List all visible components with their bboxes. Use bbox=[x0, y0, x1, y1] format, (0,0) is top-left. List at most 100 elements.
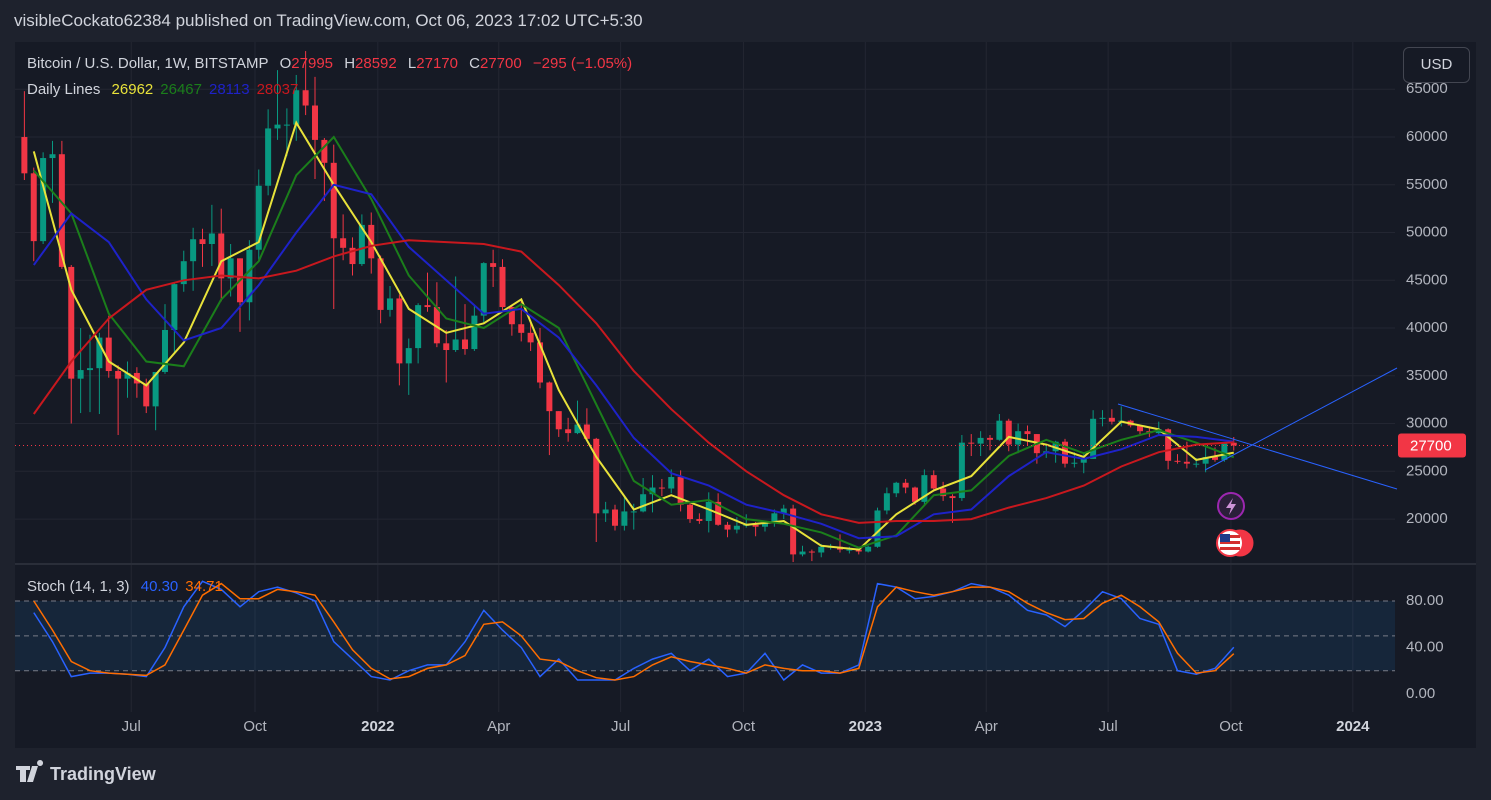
candle-body bbox=[508, 307, 515, 325]
candle-body bbox=[930, 475, 937, 489]
y-tick-label: 60000 bbox=[1406, 128, 1448, 145]
candle-body bbox=[621, 511, 628, 526]
candle-body bbox=[321, 139, 328, 163]
candle-body bbox=[1108, 417, 1115, 422]
candle-body bbox=[293, 90, 300, 125]
candle-body bbox=[1202, 456, 1209, 464]
candle-body bbox=[452, 339, 459, 351]
candle-body bbox=[724, 524, 731, 530]
candle-body bbox=[790, 508, 797, 555]
ohlc-value: 27700 bbox=[480, 55, 522, 72]
candle-body bbox=[415, 305, 422, 349]
candle-body bbox=[218, 233, 225, 279]
candle-body bbox=[630, 511, 637, 513]
candle-body bbox=[1230, 442, 1237, 446]
candle-body bbox=[246, 249, 253, 303]
candle-body bbox=[949, 496, 956, 499]
candle-body bbox=[274, 124, 281, 129]
y-tick-label: 40000 bbox=[1406, 319, 1448, 336]
price-pane bbox=[15, 51, 1395, 563]
candle-body bbox=[1221, 442, 1228, 460]
candle-body bbox=[771, 513, 778, 523]
candle-body bbox=[958, 442, 965, 499]
candle-body bbox=[612, 509, 618, 526]
x-tick-label: Jul bbox=[122, 718, 141, 735]
trendlines bbox=[1117, 367, 1398, 490]
lines-title: Daily Lines bbox=[27, 81, 101, 98]
candle-body bbox=[283, 124, 290, 126]
flag-stripe bbox=[1220, 541, 1240, 544]
moving-average bbox=[32, 120, 1234, 551]
candle-body bbox=[1193, 463, 1200, 465]
candle-body bbox=[762, 522, 768, 527]
ohlc-item: L27170 bbox=[408, 55, 458, 72]
chart-background bbox=[15, 42, 1476, 748]
candle-body bbox=[21, 137, 28, 174]
candle-body bbox=[462, 339, 468, 350]
candle-body bbox=[58, 154, 65, 267]
line-last-value: 26467 bbox=[160, 81, 202, 98]
candle-body bbox=[818, 546, 825, 553]
candle-body bbox=[640, 494, 647, 512]
y-tick-label: 40.00 bbox=[1406, 638, 1444, 655]
trendline bbox=[1204, 367, 1398, 471]
brand-logo bbox=[16, 760, 44, 782]
candle-body bbox=[1174, 460, 1181, 462]
x-tick-label: Apr bbox=[487, 718, 510, 735]
ohlc-value: 28592 bbox=[355, 55, 397, 72]
y-tick-label: 20000 bbox=[1406, 510, 1448, 527]
ohlc-value: 27995 bbox=[291, 55, 334, 72]
candle-body bbox=[358, 224, 365, 265]
price-legend: Bitcoin / U.S. Dollar, 1W, BITSTAMP O279… bbox=[27, 55, 639, 72]
candle-body bbox=[555, 411, 562, 430]
line-last-value: 28113 bbox=[208, 81, 250, 98]
currency-button[interactable]: USD bbox=[1403, 47, 1470, 83]
candle-body bbox=[1080, 458, 1087, 463]
candle-body bbox=[537, 342, 543, 383]
stoch-pane bbox=[15, 580, 1395, 682]
candle-body bbox=[658, 487, 665, 489]
candle-body bbox=[340, 238, 347, 248]
candle-body bbox=[499, 266, 506, 308]
candle-body bbox=[124, 372, 131, 379]
candle-body bbox=[696, 519, 703, 521]
candle-body bbox=[162, 329, 168, 372]
candle-body bbox=[1165, 429, 1172, 461]
candle-body bbox=[518, 324, 525, 333]
candle-body bbox=[330, 162, 337, 239]
candle-body bbox=[227, 258, 234, 279]
candle-body bbox=[387, 298, 393, 310]
candle-body bbox=[733, 525, 740, 530]
candle-body bbox=[115, 371, 122, 379]
candle-body bbox=[443, 343, 450, 351]
candle-body bbox=[265, 128, 272, 186]
lines-legend: Daily Lines 26962 26467 28113 28037 bbox=[27, 81, 305, 98]
candle-body bbox=[471, 315, 478, 350]
ohlc-item: H28592 bbox=[344, 55, 397, 72]
candle-body bbox=[396, 298, 403, 364]
x-tick-label: Jul bbox=[611, 718, 630, 735]
stoch-line bbox=[33, 582, 1235, 681]
y-tick-label: 55000 bbox=[1406, 176, 1448, 193]
line-last-value: 28037 bbox=[256, 81, 299, 98]
candle-body bbox=[687, 504, 693, 520]
y-tick-label: 65000 bbox=[1406, 80, 1448, 97]
candle-body bbox=[1099, 417, 1106, 419]
candle-body bbox=[1052, 441, 1059, 452]
candle-body bbox=[893, 482, 900, 494]
candle-body bbox=[987, 437, 993, 440]
candle-body bbox=[940, 488, 947, 497]
candle-body bbox=[912, 487, 918, 502]
candle-body bbox=[96, 337, 103, 369]
candle-body bbox=[883, 493, 890, 511]
candle-body bbox=[527, 332, 534, 343]
candle-body bbox=[180, 261, 187, 285]
price-label-box bbox=[1398, 433, 1466, 458]
candle-body bbox=[865, 546, 872, 552]
candle-body bbox=[349, 247, 356, 265]
candle-body bbox=[921, 475, 928, 502]
lightning bbox=[1226, 498, 1236, 515]
published-note: visibleCockato62384 published on Trading… bbox=[14, 11, 643, 30]
candle-body bbox=[1071, 462, 1078, 464]
